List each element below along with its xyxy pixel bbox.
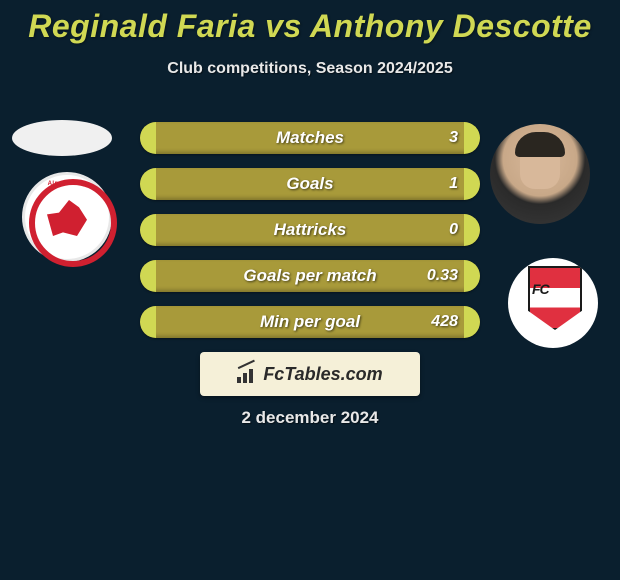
badge-label: FcTables.com	[263, 364, 382, 385]
growth-chart-icon	[237, 365, 257, 383]
club-logo-right: FC	[508, 258, 598, 348]
club-logo-right-label: FC	[532, 282, 578, 312]
stat-value-right: 0	[449, 214, 458, 246]
stat-value-right: 3	[449, 122, 458, 154]
player-left-avatar	[12, 120, 112, 156]
page-title: Reginald Faria vs Anthony Descotte	[0, 8, 620, 45]
fctables-badge[interactable]: FcTables.com	[200, 352, 420, 396]
stat-value-right: 428	[431, 306, 458, 338]
stat-value-right: 1	[449, 168, 458, 200]
stat-label: Min per goal	[140, 306, 480, 338]
stat-bar: Hattricks 0	[140, 214, 480, 246]
club-logo-left-label: Almere City	[25, 181, 109, 187]
comparison-card: Reginald Faria vs Anthony Descotte Club …	[0, 0, 620, 580]
stat-bar: Goals per match 0.33	[140, 260, 480, 292]
stat-bar: Min per goal 428	[140, 306, 480, 338]
player-right-avatar	[490, 124, 590, 224]
generation-date: 2 december 2024	[0, 408, 620, 428]
stat-bars: Matches 3 Goals 1 Hattricks 0 Goals per …	[140, 122, 480, 352]
stat-bar: Goals 1	[140, 168, 480, 200]
subtitle: Club competitions, Season 2024/2025	[0, 60, 620, 78]
stat-bar: Matches 3	[140, 122, 480, 154]
stat-label: Goals	[140, 168, 480, 200]
club-logo-left: Almere City	[22, 172, 112, 262]
stat-value-right: 0.33	[427, 260, 458, 292]
stat-label: Hattricks	[140, 214, 480, 246]
stat-label: Matches	[140, 122, 480, 154]
